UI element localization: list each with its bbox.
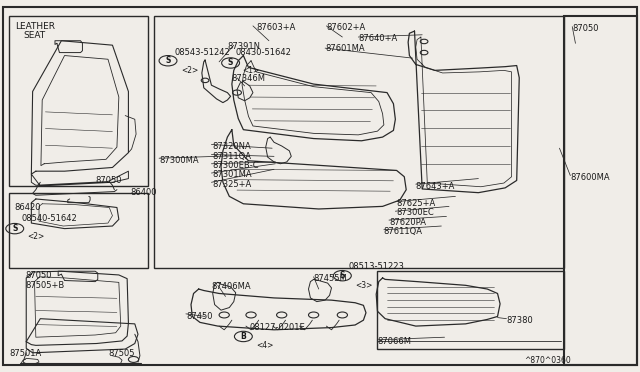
Text: 87625+A: 87625+A [397,199,436,208]
Text: 87640+A: 87640+A [358,34,397,43]
Text: 87603+A: 87603+A [256,23,296,32]
Text: 87601MA: 87601MA [325,44,365,54]
Text: 87320NA: 87320NA [212,141,252,151]
Text: 87050: 87050 [25,271,51,280]
Text: S: S [165,56,171,65]
Text: 87643+A: 87643+A [416,182,455,190]
Text: 87301MA: 87301MA [212,170,252,179]
Text: 08127-0201E: 08127-0201E [250,323,305,332]
Text: S: S [12,224,17,233]
Text: S: S [228,58,234,67]
Text: 86420: 86420 [15,203,41,212]
Text: <4>: <4> [256,341,273,350]
Text: 87501A: 87501A [9,349,41,358]
Text: 87602+A: 87602+A [326,23,365,32]
Text: 87346M: 87346M [232,74,266,83]
Bar [564,16,637,365]
Text: 87505: 87505 [108,349,134,358]
Text: 87380: 87380 [506,317,533,326]
Text: 87505+B: 87505+B [25,280,64,289]
Text: ^870^0360: ^870^0360 [524,356,571,365]
Text: 08430-51642: 08430-51642 [236,48,292,57]
Text: 87066M: 87066M [378,337,412,346]
Text: <2>: <2> [28,232,45,241]
Text: 87311QA: 87311QA [212,152,252,161]
Text: 87300MA: 87300MA [159,155,198,164]
Bar [9,16,148,186]
Text: 87300EB-C: 87300EB-C [212,161,259,170]
Text: SEAT: SEAT [23,31,45,40]
Text: 87391N: 87391N [227,42,260,51]
Text: 87050: 87050 [572,24,599,33]
Text: 08543-51242: 08543-51242 [174,48,230,57]
Text: <1>: <1> [242,66,259,75]
Text: 08540-51642: 08540-51642 [21,214,77,223]
Text: 87050: 87050 [95,176,122,185]
Text: <2>: <2> [180,66,198,75]
Text: LEATHER: LEATHER [15,22,55,31]
Text: 87300EC: 87300EC [397,208,435,217]
Text: 08513-51223: 08513-51223 [349,262,404,271]
Text: <3>: <3> [355,280,372,289]
Text: 87611QA: 87611QA [384,227,423,236]
Bar [154,16,564,267]
Text: 86400: 86400 [131,188,157,197]
Text: 87455M: 87455M [314,274,348,283]
Bar [378,271,564,349]
Text: 87450: 87450 [186,312,212,321]
Text: 87620PA: 87620PA [389,218,426,227]
Text: 87325+A: 87325+A [212,180,252,189]
Text: 87600MA: 87600MA [570,173,610,182]
Text: S: S [340,271,345,280]
Bar [9,193,148,267]
Text: 87406MA: 87406MA [211,282,251,291]
Text: B: B [241,332,246,341]
